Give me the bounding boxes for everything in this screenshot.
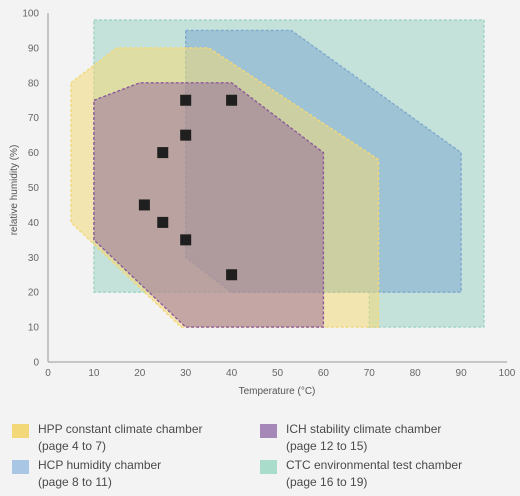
data-point-marker [180,234,192,246]
legend-item-ich: ICH stability climate chamber (page 12 t… [260,421,441,455]
x-tick-label: 60 [318,368,330,379]
legend-item-hpp: HPP constant climate chamber (page 4 to … [12,421,203,455]
y-axis-label: relative humidity (%) [9,145,20,236]
y-tick-label: 20 [28,288,40,299]
y-tick-label: 30 [28,253,40,264]
x-tick-label: 10 [88,368,100,379]
data-point-marker [180,94,192,106]
data-point-marker [180,129,192,141]
data-point-marker [138,199,150,211]
legend-label-ich: ICH stability climate chamber [286,422,442,436]
y-tick-label: 10 [28,323,40,334]
legend-pages-ctc: (page 16 to 19) [286,475,368,489]
x-tick-label: 0 [45,368,51,379]
legend-swatch-hpp [12,424,29,438]
legend-swatch-hcp [12,460,29,474]
x-tick-label: 70 [364,368,376,379]
legend-label-hpp: HPP constant climate chamber [38,422,203,436]
y-tick-label: 90 [28,43,40,54]
legend-item-hcp: HCP humidity chamber (page 8 to 11) [12,457,161,491]
legend-label-hcp: HCP humidity chamber [38,458,162,472]
x-tick-label: 90 [456,368,468,379]
x-tick-label: 30 [180,368,192,379]
region-ich [93,82,325,328]
chart: 0 10 20 30 40 50 60 70 80 90 100 0 10 20 30 40 50 60 70 80 9… [9,9,516,398]
legend-swatch-ctc [260,460,277,474]
data-point-marker [226,269,238,281]
legend-item-ctc: CTC environmental test chamber (page 16 … [260,457,462,491]
legend-swatch-ich [260,424,277,438]
y-tick-label: 40 [28,218,40,229]
x-tick-label: 80 [410,368,422,379]
x-tick-label: 100 [499,368,516,379]
y-tick-label: 0 [33,358,39,369]
x-axis-label: Temperature (°C) [239,386,316,397]
y-tick-label: 70 [28,113,40,124]
data-point-marker [226,94,238,106]
x-tick-label: 50 [272,368,284,379]
legend: HPP constant climate chamber (page 4 to … [0,415,520,496]
x-tick-label: 20 [134,368,146,379]
y-tick-label: 80 [28,78,40,89]
legend-pages-hcp: (page 8 to 11) [38,475,112,489]
data-points [138,94,238,281]
chamber-regions [70,19,485,328]
y-tick-label: 60 [28,148,40,159]
axes: 0 10 20 30 40 50 60 70 80 90 100 0 10 20 30 40 50 60 70 80 9… [22,9,515,380]
x-tick-label: 40 [226,368,238,379]
legend-pages-ich: (page 12 to 15) [286,439,368,453]
y-tick-label: 50 [28,183,40,194]
data-point-marker [157,216,169,228]
y-tick-label: 100 [22,9,39,20]
legend-label-ctc: CTC environmental test chamber [286,458,463,472]
legend-pages-hpp: (page 4 to 7) [38,439,107,453]
region-hpp [70,47,380,328]
data-point-marker [157,147,169,159]
